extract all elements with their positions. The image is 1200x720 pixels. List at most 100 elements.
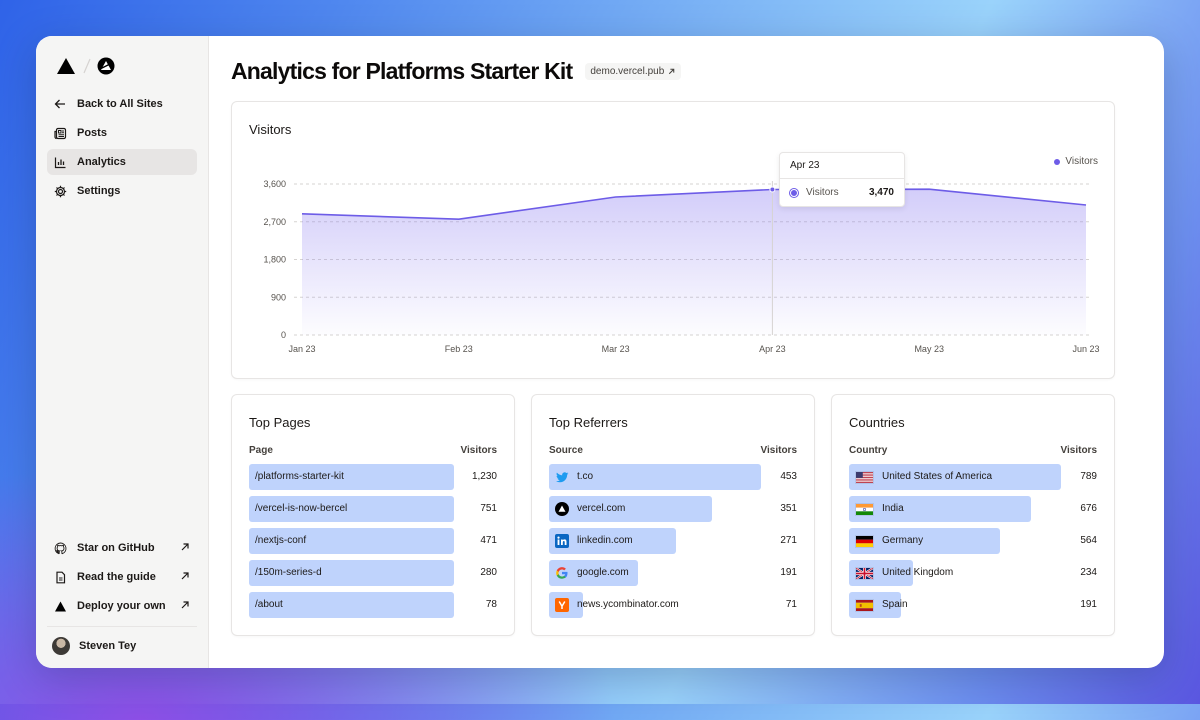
- list-item[interactable]: /150m-series-d 280: [249, 560, 497, 586]
- row-label-wrap: United States of America: [855, 464, 992, 490]
- list-item[interactable]: linkedin.com 271: [549, 528, 797, 554]
- row-value: 453: [780, 471, 797, 482]
- row-value: 71: [785, 599, 797, 610]
- list-item[interactable]: /platforms-starter-kit 1,230: [249, 464, 497, 490]
- list-item[interactable]: t.co 453: [549, 464, 797, 490]
- value-bar: [249, 464, 454, 490]
- card-title: Countries: [849, 415, 905, 430]
- list-item[interactable]: news.ycombinator.com 71: [549, 592, 797, 618]
- google-icon: [555, 566, 569, 580]
- main-content: Analytics for Platforms Starter Kit demo…: [209, 36, 1164, 668]
- value-bar: [249, 496, 454, 522]
- row-label: United Kingdom: [882, 567, 954, 578]
- chart-legend[interactable]: Visitors: [1054, 156, 1098, 167]
- nav-read-the-guide[interactable]: Read the guide: [47, 564, 197, 590]
- sidebar-divider: [47, 626, 197, 627]
- x-tick-label: Feb 23: [445, 344, 473, 354]
- visitors-area-chart[interactable]: Jan 23 Feb 23 Mar 23 Apr 23 May 23 Jun 23 0 90…: [232, 102, 1114, 378]
- x-tick-label: Apr 23: [759, 344, 786, 354]
- list-item[interactable]: Spain 191: [849, 592, 1097, 618]
- list-item[interactable]: google.com 191: [549, 560, 797, 586]
- row-value: 271: [780, 535, 797, 546]
- nav-label: Settings: [77, 185, 121, 197]
- column-header-page: Page: [249, 445, 273, 456]
- slash-separator-icon: [83, 58, 91, 74]
- row-label: news.ycombinator.com: [577, 599, 679, 610]
- row-value: 191: [1080, 599, 1097, 610]
- list-item[interactable]: /nextjs-conf 471: [249, 528, 497, 554]
- row-label-wrap: Spain: [855, 592, 908, 618]
- value-bar: [249, 560, 454, 586]
- nav-back-to-all-sites[interactable]: Back to All Sites: [47, 91, 197, 117]
- nav-posts[interactable]: Posts: [47, 120, 197, 146]
- external-link-icon: [179, 599, 191, 611]
- row-label: Germany: [882, 535, 924, 546]
- y-tick-label: 900: [271, 292, 286, 302]
- file-icon: [53, 570, 67, 584]
- row-label: Spain: [882, 599, 908, 610]
- tooltip-label: Visitors: [806, 187, 839, 198]
- column-header-visitors: Visitors: [460, 445, 498, 456]
- list-item[interactable]: /about 78: [249, 592, 497, 618]
- domain-link[interactable]: demo.vercel.pub: [585, 63, 682, 80]
- x-tick-label: May 23: [914, 344, 944, 354]
- legend-label: Visitors: [1065, 156, 1098, 167]
- platforms-logo-icon[interactable]: [97, 57, 115, 75]
- row-label: India: [882, 503, 904, 514]
- row-label-wrap: news.ycombinator.com: [555, 592, 679, 618]
- external-link-icon: [669, 68, 675, 75]
- nav-label: Deploy your own: [77, 600, 166, 612]
- user-profile[interactable]: Steven Tey: [52, 636, 136, 656]
- top-referrers-card: Top Referrers Source Visitors t.co 453 v…: [531, 394, 815, 636]
- column-header-visitors: Visitors: [1060, 445, 1098, 456]
- card-title: Top Referrers: [549, 415, 628, 430]
- visitors-chart-card: Visitors Visitors Jan 23 Feb 23 Mar 23 Apr …: [231, 101, 1115, 379]
- list-item[interactable]: /vercel-is-now-bercel 751: [249, 496, 497, 522]
- bar-chart-icon: [53, 155, 67, 169]
- list-item[interactable]: vercel.com 351: [549, 496, 797, 522]
- app-window: Back to All Sites Posts Analytics Settin…: [36, 36, 1164, 668]
- value-bar: [549, 528, 676, 554]
- row-label: t.co: [577, 471, 594, 482]
- nav-label: Posts: [77, 127, 107, 139]
- row-value: 1,230: [471, 471, 497, 482]
- row-label-wrap: t.co: [555, 464, 593, 490]
- nav-deploy-your-own[interactable]: Deploy your own: [47, 593, 197, 619]
- nav-analytics[interactable]: Analytics: [47, 149, 197, 175]
- list-item[interactable]: United States of America 789: [849, 464, 1097, 490]
- row-label-wrap: United Kingdom: [855, 560, 953, 586]
- row-value: 191: [780, 567, 797, 578]
- row-label-wrap: India: [855, 496, 904, 522]
- nav-label: Star on GitHub: [77, 542, 155, 554]
- row-label: United States of America: [882, 471, 993, 482]
- row-value: 676: [1080, 503, 1097, 514]
- list-item[interactable]: India 676: [849, 496, 1097, 522]
- series-line-visitors: [301, 188, 1087, 221]
- list-item[interactable]: Germany 564: [849, 528, 1097, 554]
- chart-tooltip: Apr 23 Visitors 3,470: [779, 152, 905, 207]
- top-pages-card: Top Pages Page Visitors /platforms-start…: [231, 394, 515, 636]
- avatar: [52, 637, 70, 655]
- row-value: 471: [480, 535, 497, 546]
- x-tick-label: Jan 23: [288, 344, 315, 354]
- column-header-country: Country: [849, 445, 888, 456]
- row-label: /platforms-starter-kit: [255, 471, 344, 482]
- tooltip-row: Visitors 3,470: [780, 179, 904, 206]
- uk-flag-icon: [855, 566, 874, 580]
- nav-label: Analytics: [77, 156, 126, 168]
- value-bar: [249, 528, 454, 554]
- value-bar: [849, 528, 1000, 554]
- column-header-visitors: Visitors: [760, 445, 798, 456]
- vercel-logo-icon[interactable]: [57, 58, 75, 74]
- list-item[interactable]: United Kingdom 234: [849, 560, 1097, 586]
- github-icon: [53, 541, 67, 555]
- row-value: 78: [485, 599, 497, 610]
- value-bar: [849, 496, 1031, 522]
- x-tick-label: Jun 23: [1072, 344, 1099, 354]
- row-value: 280: [480, 567, 497, 578]
- us-flag-icon: [855, 470, 874, 484]
- tooltip-month: Apr 23: [780, 153, 904, 179]
- nav-settings[interactable]: Settings: [47, 178, 197, 204]
- row-label-wrap: linkedin.com: [555, 528, 633, 554]
- nav-star-on-github[interactable]: Star on GitHub: [47, 535, 197, 561]
